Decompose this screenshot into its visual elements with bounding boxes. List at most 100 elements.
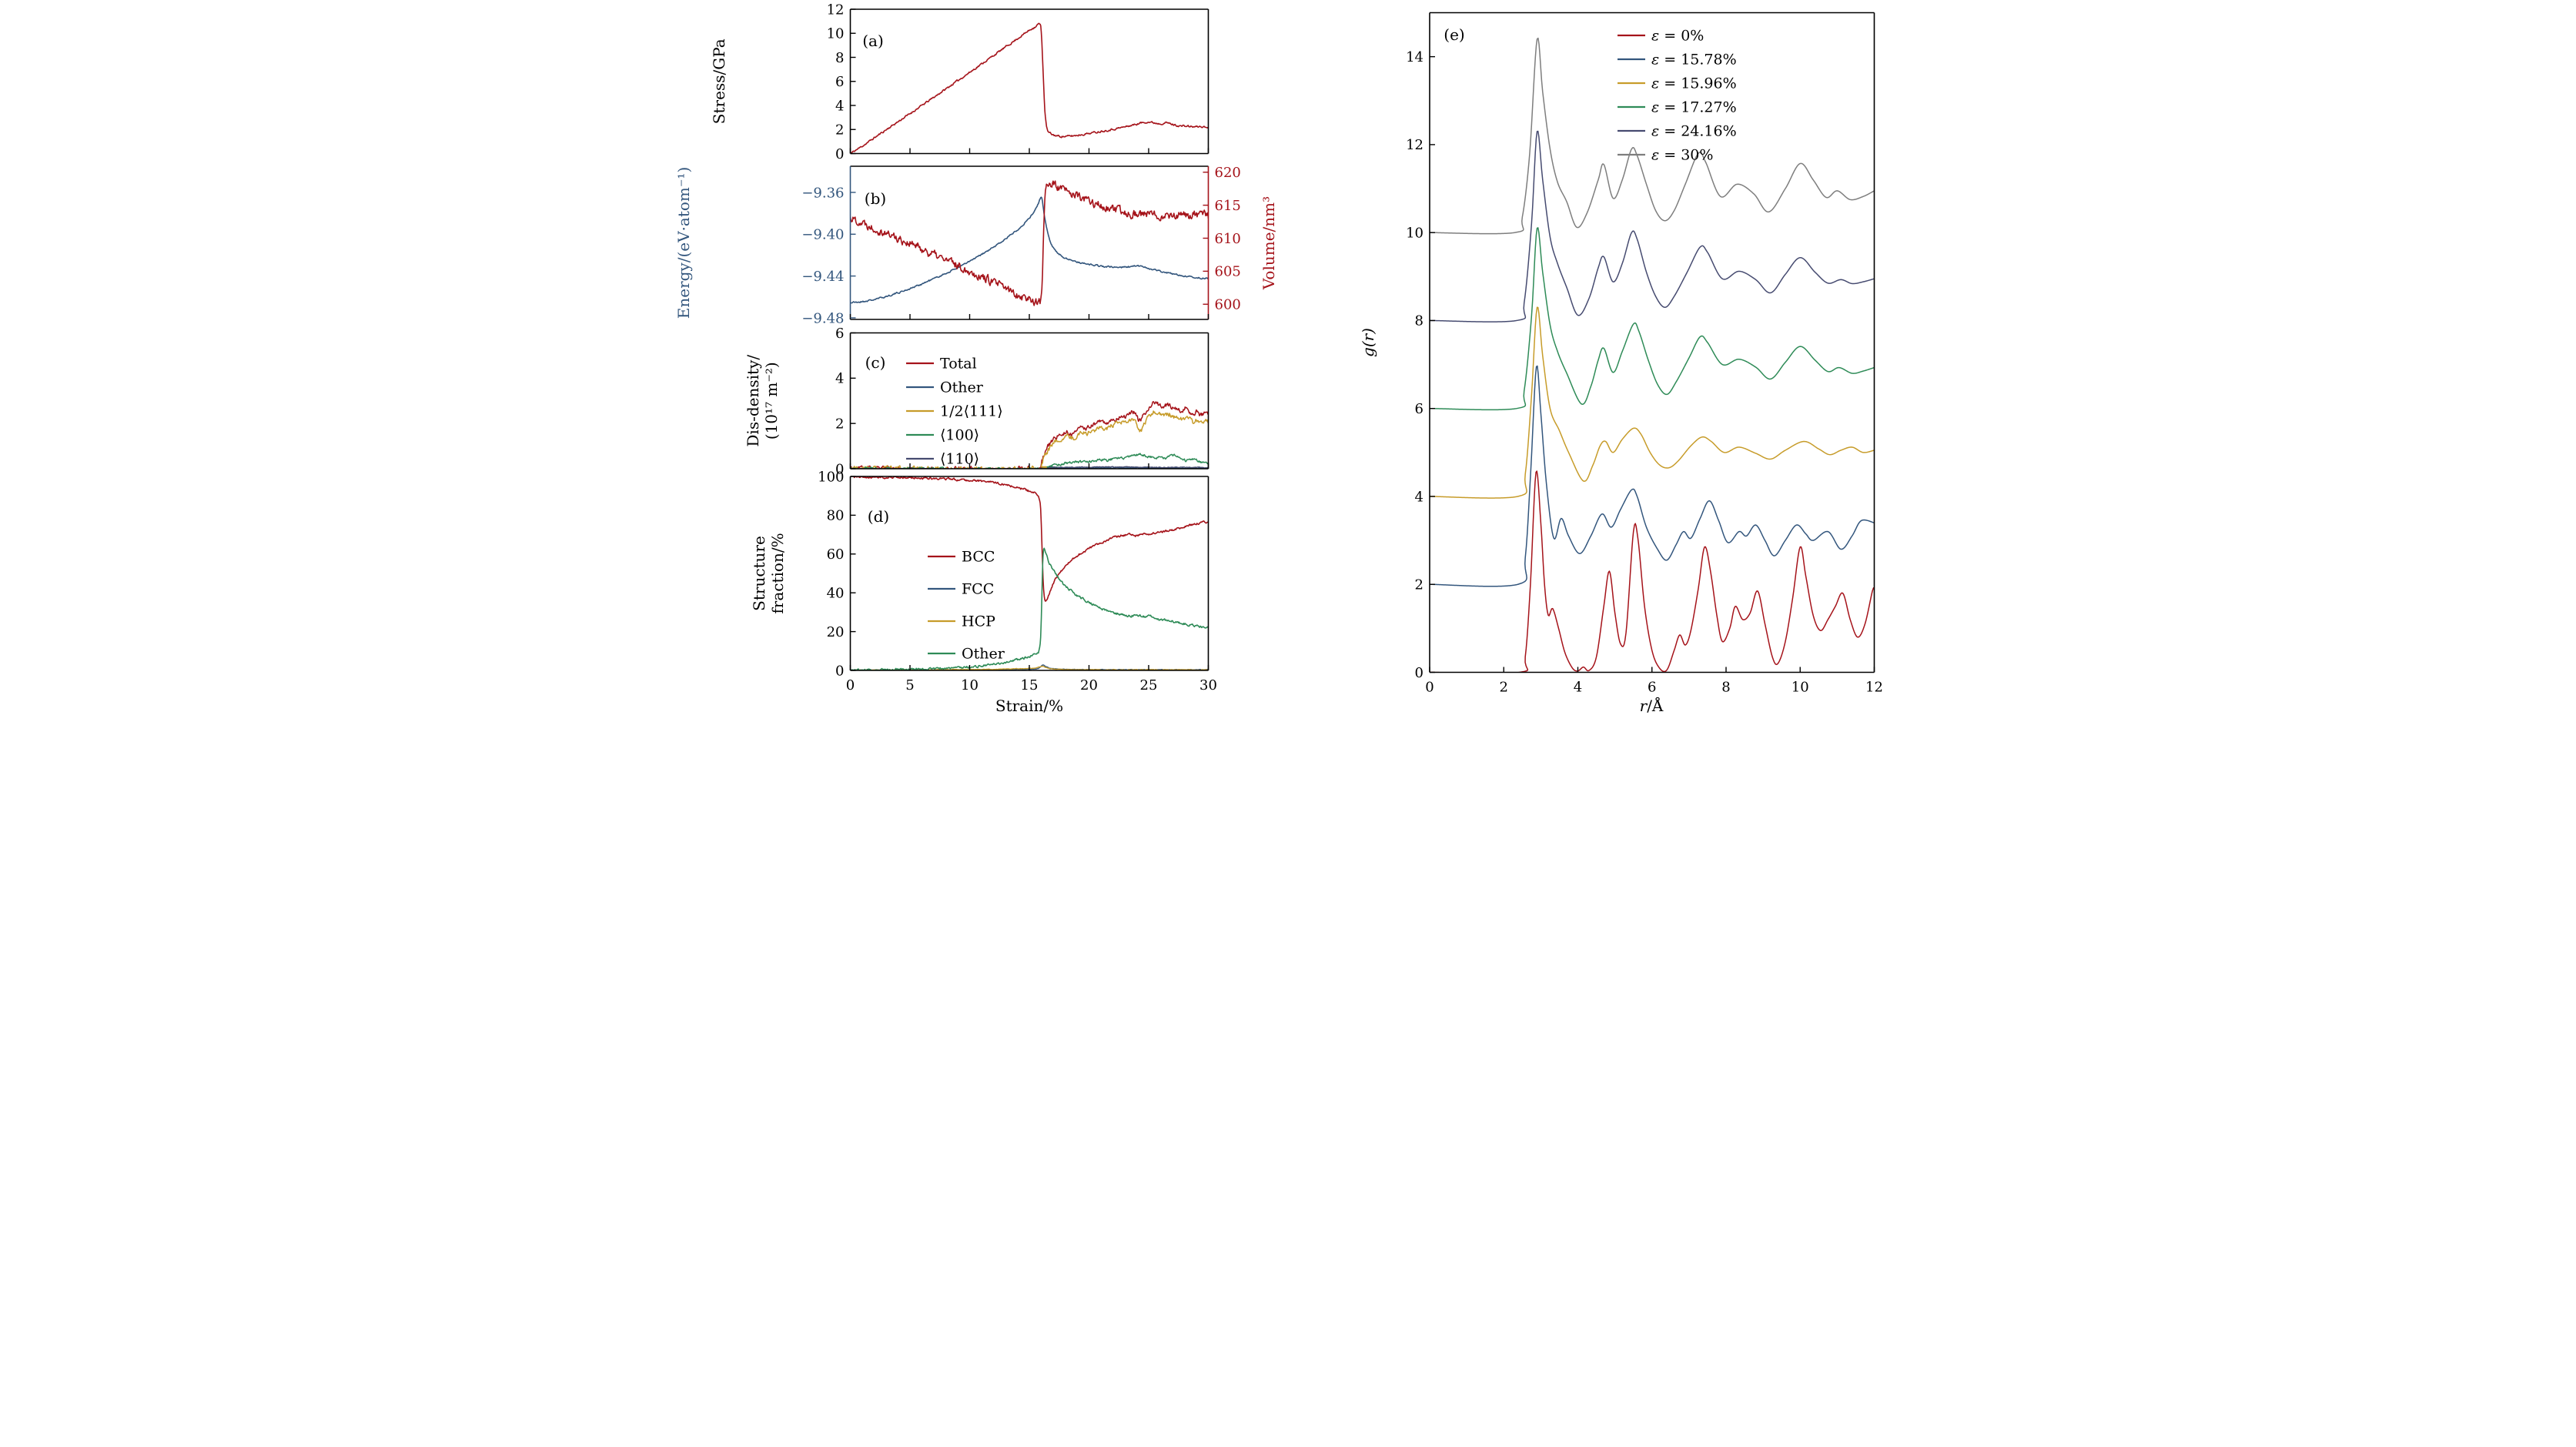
panel-label-e: (e) — [1444, 25, 1464, 44]
legend-label-e-1: ε = 15.78% — [1651, 52, 1737, 69]
x-tick-label: 2 — [1499, 680, 1507, 696]
panel-a: 0 2 4 6 8 10 12 Stress/GPa (a) — [710, 2, 1209, 162]
panel-label-a: (a) — [862, 32, 884, 50]
x-tick-label: 15 — [1020, 677, 1038, 693]
y-tick-label: 10 — [1406, 225, 1423, 241]
legend-label-d-1: FCC — [962, 581, 994, 598]
y-tick-label: 10 — [826, 26, 844, 42]
legend-label-e-5: ε = 30% — [1651, 147, 1713, 164]
y-tick-right-label: 615 — [1214, 198, 1240, 214]
y-tick-label: 0 — [835, 146, 844, 162]
legend-label-c-0: Total — [940, 356, 977, 373]
x-tick-label: 0 — [845, 677, 854, 693]
y-tick-right-label: 610 — [1214, 231, 1240, 247]
series-e-g-eps-30 — [1429, 37, 1874, 235]
panel-label-c: (c) — [865, 353, 885, 372]
figure: 0 2 4 6 8 10 12 Stress/GPa (a) −9.48 −9.44 −9.40 −9.… — [644, 0, 1932, 724]
x-tick-label: 0 — [1425, 680, 1434, 696]
y-tick-label: −9.40 — [801, 227, 844, 243]
x-tick-label: 10 — [1791, 680, 1808, 696]
panel-d: 0 5 10 15 20 25 30 0 20 40 60 80 100 Structure fractio… — [750, 469, 1217, 715]
legend-label-c-2: 1/2⟨111⟩ — [940, 403, 1003, 420]
y-axis-title: Structure — [750, 536, 768, 611]
y-axis-title-right: Volume/nm³ — [1260, 196, 1278, 290]
series-c-half-111 — [850, 410, 1208, 469]
x-tick-label: 12 — [1865, 680, 1883, 696]
legend-label-d-2: HCP — [962, 613, 995, 630]
y-axis-title: Dis-density/ — [744, 355, 762, 447]
panel-e: 0 2 4 6 8 10 12 0 2 4 6 8 10 12 14 g(r) r/Å (e) ε = 0% ε = … — [1359, 12, 1883, 715]
y-tick-label: 4 — [835, 371, 844, 387]
panel-label-b: (b) — [864, 189, 885, 208]
series-b-energy — [850, 196, 1208, 304]
y-tick-label: 8 — [835, 50, 844, 66]
series-e-g-eps-1578 — [1429, 365, 1874, 587]
y-tick-label: 12 — [1406, 137, 1423, 153]
y-tick-label: 100 — [818, 469, 844, 485]
panel-b-plot-area — [850, 180, 1208, 306]
y-axis-title: Stress/GPa — [710, 38, 728, 124]
legend-label-c-1: Other — [940, 379, 984, 396]
y-tick-label: 8 — [1414, 313, 1423, 329]
panel-a-plot-area — [850, 22, 1208, 154]
y-tick-label: −9.44 — [801, 269, 844, 285]
x-axis-title: r/Å — [1639, 696, 1663, 715]
y-tick-label: 6 — [835, 74, 844, 90]
y-tick-label: 0 — [835, 461, 844, 477]
panel-c: 0 2 4 6 Dis-density/(10¹⁷ m⁻²) (c) Total Other 1… — [744, 326, 1209, 477]
x-tick-label: 10 — [961, 677, 979, 693]
y-tick-label: 2 — [835, 416, 844, 432]
series-e-g-eps-1596 — [1429, 306, 1874, 499]
legend-label-e-0: ε = 0% — [1651, 28, 1704, 45]
y-tick-label: 0 — [835, 663, 844, 679]
x-tick-label: 25 — [1139, 677, 1157, 693]
legend-label-e-2: ε = 15.96% — [1651, 75, 1737, 92]
y-axis-title: fraction/% — [768, 533, 787, 613]
panel-e-plot-area — [1429, 37, 1874, 673]
y-tick-right-label: 620 — [1214, 165, 1240, 181]
y-tick-label: −9.36 — [801, 185, 844, 201]
y-axis-title: Energy/(eV·atom⁻¹) — [674, 167, 693, 319]
panel-c-plot-area — [850, 401, 1208, 469]
x-tick-label: 8 — [1721, 680, 1730, 696]
x-tick-label: 4 — [1573, 680, 1581, 696]
y-tick-label: 80 — [826, 508, 844, 524]
y-tick-right-label: 600 — [1214, 297, 1240, 313]
y-tick-label: 60 — [826, 546, 844, 563]
x-axis-title: Strain/% — [995, 697, 1062, 715]
y-tick-label: 4 — [1414, 489, 1423, 505]
y-tick-label: 40 — [826, 586, 844, 602]
y-tick-label: −9.48 — [801, 310, 844, 326]
y-axis-title: g(r) — [1359, 328, 1377, 357]
series-e-g-eps-0 — [1429, 470, 1874, 673]
x-tick-label: 30 — [1199, 677, 1217, 693]
y-tick-label: 4 — [835, 98, 844, 114]
legend-label-e-3: ε = 17.27% — [1651, 99, 1737, 116]
series-d-bcc — [850, 476, 1208, 602]
legend-label-c-3: ⟨100⟩ — [940, 427, 979, 444]
y-tick-right-label: 605 — [1214, 264, 1240, 280]
y-axis-title: (10¹⁷ m⁻²) — [762, 362, 781, 439]
x-tick-label: 5 — [905, 677, 914, 693]
y-tick-label: 2 — [1414, 577, 1423, 593]
legend-label-d-3: Other — [962, 646, 1005, 663]
y-tick-label: 6 — [1414, 401, 1423, 417]
y-tick-label: 12 — [826, 2, 844, 18]
series-b-volume — [850, 180, 1208, 306]
legend-label-c-4: ⟨110⟩ — [940, 451, 979, 468]
x-tick-label: 6 — [1648, 680, 1656, 696]
y-tick-label: 2 — [835, 122, 844, 139]
y-tick-label: 0 — [1414, 665, 1423, 681]
panel-b: −9.48 −9.44 −9.40 −9.36 600 605 610 615 620 Energ… — [674, 165, 1278, 326]
series-d-other — [850, 547, 1208, 670]
series-e-g-eps-1727 — [1429, 227, 1874, 411]
panel-d-plot-area — [850, 476, 1208, 670]
series-a-stress — [850, 22, 1208, 154]
y-tick-label: 14 — [1406, 49, 1423, 65]
legend-label-e-4: ε = 24.16% — [1651, 123, 1737, 140]
y-tick-label: 20 — [826, 624, 844, 640]
series-e-g-eps-2416 — [1429, 130, 1874, 322]
legend-label-d-0: BCC — [962, 549, 995, 566]
y-tick-label: 6 — [835, 326, 844, 342]
